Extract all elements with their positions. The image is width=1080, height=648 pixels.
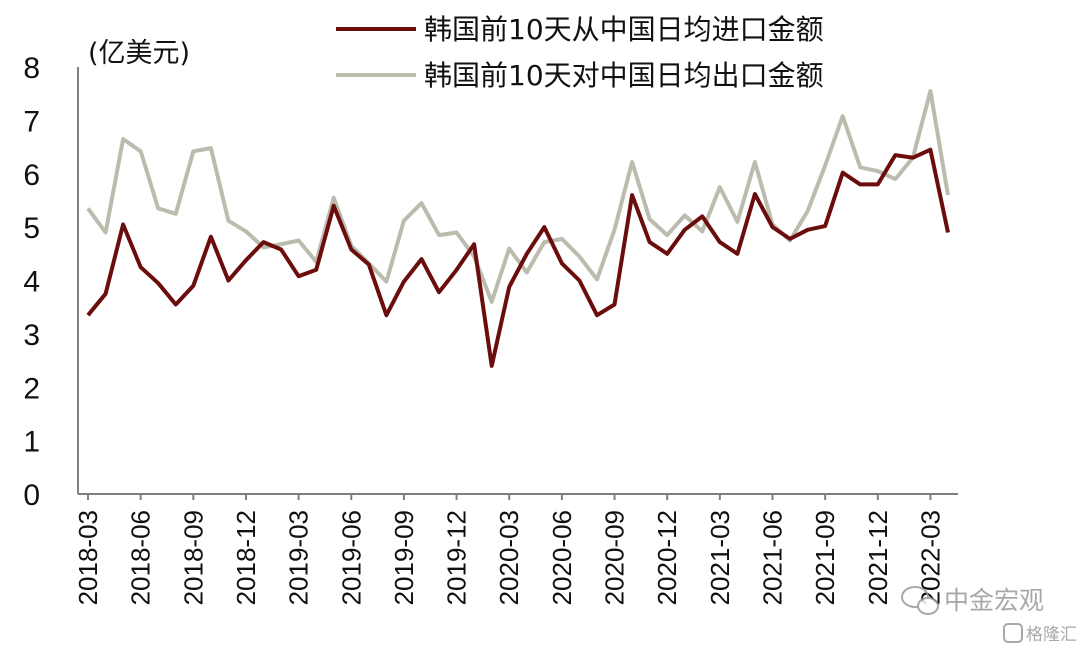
watermark-wechat-account: 中金宏观 (944, 586, 1044, 615)
x-tick-label: 2021-12 (863, 510, 893, 605)
legend-item-export: 韩国前10天对中国日均出口金额 (336, 59, 824, 92)
x-tick-label: 2021-09 (810, 510, 840, 605)
x-tick-label: 2019-03 (284, 510, 314, 605)
legend: 韩国前10天从中国日均进口金额 韩国前10天对中国日均出口金额 (336, 13, 824, 92)
x-tick-label: 2018-12 (231, 510, 261, 605)
x-tick-label: 2020-12 (652, 510, 682, 605)
series-line-export (86, 89, 950, 304)
y-tick-label: 2 (23, 372, 40, 405)
x-tick-label: 2019-09 (389, 510, 419, 605)
watermark-wechat: 中金宏观 (901, 586, 1044, 615)
y-unit-label: (亿美元) (88, 38, 190, 69)
x-tick-label: 2022-03 (915, 510, 945, 605)
x-tick-label: 2018-06 (126, 510, 156, 605)
y-tick-label: 0 (23, 479, 40, 512)
wechat-icon (901, 586, 939, 615)
x-tick-label: 2021-03 (705, 510, 735, 605)
legend-item-import: 韩国前10天从中国日均进口金额 (336, 13, 824, 46)
x-tick-label: 2018-09 (178, 510, 208, 605)
series-layer (86, 89, 950, 368)
x-tick-label: 2020-09 (600, 510, 630, 605)
y-tick-label: 1 (23, 426, 40, 459)
x-tick-label: 2018-03 (73, 510, 103, 605)
y-tick-label: 6 (23, 159, 40, 192)
x-tick-label: 2021-06 (757, 510, 787, 605)
x-tick-label: 2019-12 (442, 510, 472, 605)
series-line-import (86, 147, 950, 368)
watermark-site-name: 格隆汇 (1026, 625, 1077, 645)
site-logo-icon (1003, 623, 1023, 643)
legend-label-import: 韩国前10天从中国日均进口金额 (424, 13, 824, 46)
legend-label-export: 韩国前10天对中国日均出口金额 (424, 59, 824, 92)
y-tick-label: 3 (23, 319, 40, 352)
y-axis-ticks: 0 1 2 3 4 5 6 7 8 (23, 52, 40, 512)
y-tick-label: 5 (23, 212, 40, 245)
x-tick-label: 2020-06 (547, 510, 577, 605)
x-tick-label: 2020-03 (494, 510, 524, 605)
x-axis-ticks: 2018-03 2018-06 2018-09 2018-12 2019-03 2019-… (73, 494, 945, 605)
y-tick-label: 4 (23, 266, 40, 299)
watermark-site: 格隆汇 (1003, 623, 1077, 645)
y-tick-label: 7 (23, 105, 40, 138)
y-tick-label: 8 (23, 52, 40, 85)
x-tick-label: 2019-06 (336, 510, 366, 605)
